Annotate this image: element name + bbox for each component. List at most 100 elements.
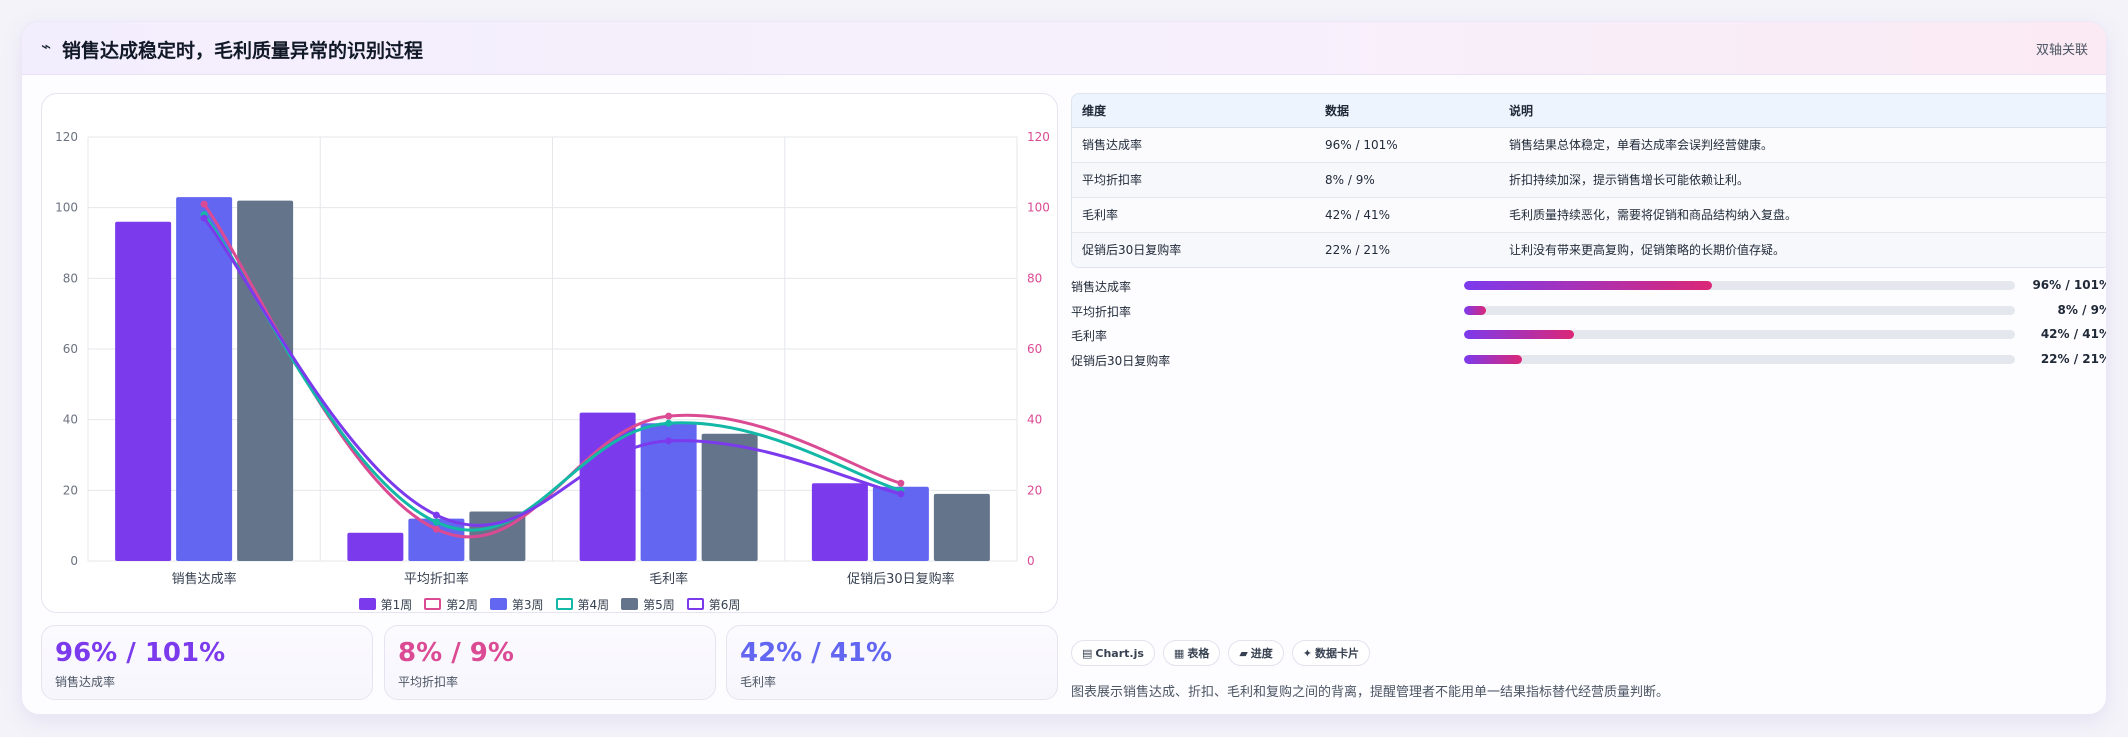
x-tick-label: 促销后30日复购率 xyxy=(847,571,955,587)
data-table: 维度 数据 说明 销售达成率 96% / 101% 销售结果总体稳定，单看达成率… xyxy=(1071,93,2106,268)
bar xyxy=(176,197,233,562)
legend-item[interactable]: 第4周 xyxy=(555,595,610,613)
trend-icon: ⌁ xyxy=(41,37,52,57)
column-header: 维度 xyxy=(1072,94,1315,128)
data-point xyxy=(665,419,673,427)
series-line xyxy=(202,217,902,527)
legend-label: 第3周 xyxy=(511,597,544,612)
legend-label: 第2周 xyxy=(446,597,478,612)
y2-tick-label: 120 xyxy=(1027,130,1050,144)
y2-tick-label: 40 xyxy=(1027,413,1042,427)
page-title: 销售达成稳定时，毛利质量异常的识别过程 xyxy=(62,40,424,62)
legend-swatch xyxy=(686,598,704,610)
y-tick-label: 40 xyxy=(63,413,78,427)
legend-item[interactable]: 第3周 xyxy=(489,595,544,613)
sparkle-icon: ✦ xyxy=(1302,646,1313,660)
kpi-value: 42% / 41% xyxy=(740,638,893,668)
data-point xyxy=(665,437,673,445)
table-cell: 96% / 101% xyxy=(1315,127,1499,163)
kpi-value: 8% / 9% xyxy=(398,638,514,668)
chip-label: Chart.js xyxy=(1095,646,1144,660)
table-cell: 折扣持续加深，提示销售增长可能依赖让利。 xyxy=(1499,162,2106,198)
data-point xyxy=(432,525,440,533)
kpi-card-sales: 96% / 101% 销售达成率 xyxy=(41,625,373,700)
table-cell: 8% / 9% xyxy=(1315,162,1499,198)
kpi-label: 销售达成率 xyxy=(55,675,116,689)
data-point xyxy=(897,490,905,498)
chip-data-card[interactable]: ✦ 数据卡片 xyxy=(1291,640,1371,666)
legend-swatch xyxy=(358,598,376,610)
data-point xyxy=(200,214,208,222)
legend-item[interactable]: 第6周 xyxy=(686,595,740,613)
legend-item[interactable]: 第1周 xyxy=(358,595,413,613)
x-tick-label: 毛利率 xyxy=(649,571,688,587)
table-cell: 42% / 41% xyxy=(1315,197,1499,233)
column-header: 说明 xyxy=(1499,94,2106,128)
progress-row: 毛利率 42% / 41% xyxy=(1071,325,2106,345)
table-cell: 销售达成率 xyxy=(1072,127,1315,163)
table-cell: 22% / 21% xyxy=(1315,232,1499,267)
table-row: 平均折扣率 8% / 9% 折扣持续加深，提示销售增长可能依赖让利。 xyxy=(1072,162,2106,198)
chip-progress[interactable]: ▰ 进度 xyxy=(1228,640,1284,666)
tech-chips: ▤ Chart.js ▦ 表格 ▰ 进度 ✦ 数据卡片 xyxy=(1071,640,1371,666)
progress-label: 毛利率 xyxy=(1071,329,1108,343)
footnote: 图表展示销售达成、折扣、毛利和复购之间的背离，提醒管理者不能用单一结果指标替代经… xyxy=(1071,685,1670,700)
bar xyxy=(347,532,404,561)
progress-row: 销售达成率 96% / 101% xyxy=(1071,276,2107,296)
data-point xyxy=(665,412,673,420)
progress-fill xyxy=(1464,281,1712,290)
legend-swatch xyxy=(424,598,442,610)
legend-swatch xyxy=(621,598,639,610)
table-cell: 销售结果总体稳定，单看达成率会误判经营健康。 xyxy=(1499,127,2106,163)
y2-tick-label: 0 xyxy=(1027,554,1035,568)
combo-chart: 0 0 20 20 40 40 60 60 80 80 100 100 120 120 销售达成率 平均折扣率… xyxy=(55,130,1050,587)
data-point xyxy=(432,518,440,526)
bar xyxy=(872,486,929,561)
chip-label: 表格 xyxy=(1187,647,1210,660)
bar xyxy=(640,423,697,561)
progress-fill xyxy=(1464,330,1575,339)
progress-value: 8% / 9% xyxy=(2057,303,2107,317)
progress-label: 销售达成率 xyxy=(1071,280,1132,294)
legend-label: 第4周 xyxy=(577,597,610,612)
data-point xyxy=(432,511,440,519)
table-cell: 毛利质量持续恶化，需要将促销和商品结构纳入复盘。 xyxy=(1499,197,2106,233)
table-cell: 促销后30日复购率 xyxy=(1072,232,1315,267)
bar xyxy=(579,412,636,561)
table-row: 销售达成率 96% / 101% 销售结果总体稳定，单看达成率会误判经营健康。 xyxy=(1072,127,2106,163)
kpi-card-margin: 42% / 41% 毛利率 xyxy=(726,625,1058,700)
y-tick-label: 0 xyxy=(70,554,78,568)
progress-row: 促销后30日复购率 22% / 21% xyxy=(1071,350,2106,370)
chip-table[interactable]: ▦ 表格 xyxy=(1162,640,1221,666)
dual-axis-badge: 双轴关联 xyxy=(2035,43,2088,58)
kpi-card-discount: 8% / 9% 平均折扣率 xyxy=(384,625,716,700)
chart-icon: ▤ xyxy=(1082,646,1093,660)
progress-value: 96% / 101% xyxy=(2032,278,2107,292)
progress-label: 平均折扣率 xyxy=(1071,305,1132,319)
progress-track xyxy=(1464,281,2015,290)
data-point xyxy=(200,200,208,208)
chip-chartjs[interactable]: ▤ Chart.js xyxy=(1071,640,1155,666)
legend-label: 第1周 xyxy=(380,597,413,612)
table-icon: ▦ xyxy=(1173,646,1185,660)
bar xyxy=(811,483,868,561)
data-point xyxy=(897,479,905,487)
y2-tick-label: 100 xyxy=(1027,201,1050,215)
kpi-label: 毛利率 xyxy=(740,675,777,689)
table-cell: 让利没有带来更高复购，促销策略的长期价值存疑。 xyxy=(1499,232,2106,267)
progress-track xyxy=(1464,355,2015,364)
table-header-row: 维度 数据 说明 xyxy=(1072,94,2106,128)
chart-panel: 0 0 20 20 40 40 60 60 80 80 100 100 120 120 销售达成率 平均折扣率… xyxy=(41,93,1058,613)
bar xyxy=(701,433,758,561)
progress-row: 平均折扣率 8% / 9% xyxy=(1071,301,2107,321)
y-tick-label: 100 xyxy=(55,201,78,215)
column-header: 数据 xyxy=(1315,94,1499,128)
bar xyxy=(933,493,990,561)
legend-item[interactable]: 第2周 xyxy=(424,595,478,613)
chart-legend: 第1周 第2周 第3周 第4周 第5周 第6周 xyxy=(42,595,1057,613)
table-cell: 平均折扣率 xyxy=(1072,162,1315,198)
legend-item[interactable]: 第5周 xyxy=(621,595,675,613)
bar xyxy=(408,518,465,561)
y2-tick-label: 80 xyxy=(1027,271,1042,285)
x-tick-label: 销售达成率 xyxy=(172,571,237,587)
